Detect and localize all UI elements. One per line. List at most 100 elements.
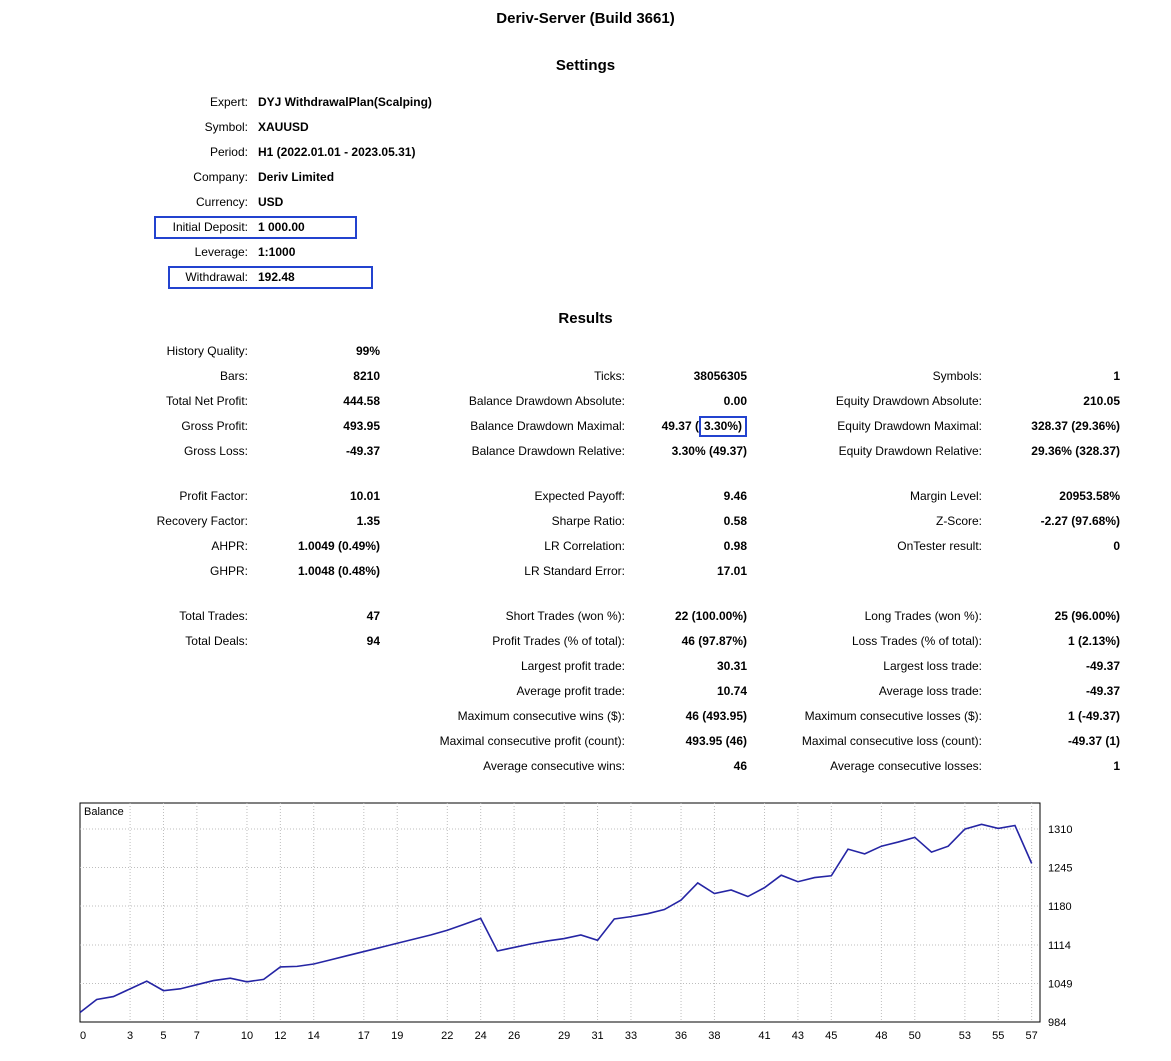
x-axis-tick-label: 0 xyxy=(80,1030,86,1042)
result-label: Symbols: xyxy=(932,369,982,383)
result-row: Loss Trades (% of total): 1 (2.13%) xyxy=(747,629,1120,654)
x-axis-tick-label: 57 xyxy=(1026,1030,1038,1042)
result-label: Sharpe Ratio: xyxy=(551,514,625,528)
setting-value: USD xyxy=(258,195,284,209)
result-label: Gross Profit: xyxy=(181,419,248,433)
result-label: LR Correlation: xyxy=(544,539,625,553)
spacer xyxy=(0,584,380,604)
result-row: OnTester result: 0 xyxy=(747,534,1120,559)
result-label: Balance Drawdown Absolute: xyxy=(468,394,625,408)
x-axis-tick-label: 31 xyxy=(591,1030,603,1042)
result-value: 47 xyxy=(366,609,380,623)
result-value: 493.95 (46) xyxy=(685,734,747,748)
result-label: Bars: xyxy=(219,369,248,383)
y-axis-tick-label: 984 xyxy=(1048,1017,1066,1029)
result-row: Average loss trade: -49.37 xyxy=(747,679,1120,704)
setting-value: DYJ WithdrawalPlan(Scalping) xyxy=(258,95,432,109)
result-value: 8210 xyxy=(353,369,380,383)
x-axis-tick-label: 26 xyxy=(508,1030,520,1042)
result-row: Maximum consecutive wins ($): 46 (493.95… xyxy=(380,704,747,729)
result-value: 9.46 xyxy=(723,489,747,503)
spacer xyxy=(747,584,1120,604)
result-label: Ticks: xyxy=(594,369,625,383)
result-value: 1 (-49.37) xyxy=(1067,709,1120,723)
result-value: 30.31 xyxy=(716,659,747,673)
result-label: Equity Drawdown Maximal: xyxy=(837,419,982,433)
x-axis-tick-label: 19 xyxy=(391,1030,403,1042)
result-label: Balance Drawdown Maximal: xyxy=(470,419,625,433)
y-axis-tick-label: 1310 xyxy=(1048,824,1072,836)
setting-value: XAUUSD xyxy=(258,120,309,134)
result-row: Average profit trade: 10.74 xyxy=(380,679,747,704)
result-label: Maximal consecutive profit (count): xyxy=(439,734,625,748)
result-row: Largest loss trade: -49.37 xyxy=(747,654,1120,679)
setting-label: Currency: xyxy=(195,195,248,209)
result-row: Maximum consecutive losses ($): 1 (-49.3… xyxy=(747,704,1120,729)
x-axis-tick-label: 48 xyxy=(875,1030,887,1042)
result-row: AHPR: 1.0049 (0.49%) xyxy=(0,534,380,559)
result-row: Expected Payoff: 9.46 xyxy=(380,484,747,509)
spacer xyxy=(747,339,1120,364)
result-row: Total Trades: 47 xyxy=(0,604,380,629)
y-axis-tick-label: 1114 xyxy=(1048,940,1071,952)
result-label: Balance Drawdown Relative: xyxy=(471,444,625,458)
setting-label: Expert: xyxy=(209,95,248,109)
report-title: Deriv-Server (Build 3661) xyxy=(496,10,675,27)
y-axis-tick-label: 1180 xyxy=(1048,901,1072,913)
result-value: 493.95 xyxy=(343,419,380,433)
x-axis-tick-label: 53 xyxy=(959,1030,971,1042)
result-label: Profit Trades (% of total): xyxy=(492,634,625,648)
result-label: Average loss trade: xyxy=(878,684,982,698)
result-value: 0.00 xyxy=(723,394,747,408)
setting-label: Leverage: xyxy=(194,245,248,259)
spacer xyxy=(0,464,380,484)
result-row: History Quality: 99% xyxy=(0,339,380,364)
result-label: History Quality: xyxy=(166,344,248,358)
x-axis-tick-label: 36 xyxy=(675,1030,687,1042)
x-axis-tick-label: 3 xyxy=(127,1030,133,1042)
setting-period: Period: H1 (2022.01.01 - 2023.05.31) xyxy=(0,140,1171,165)
result-label: Loss Trades (% of total): xyxy=(851,634,982,648)
result-row: Profit Factor: 10.01 xyxy=(0,484,380,509)
setting-value: H1 (2022.01.01 - 2023.05.31) xyxy=(258,145,416,159)
y-axis-tick-label: 1245 xyxy=(1048,863,1072,875)
y-axis-tick-label: 1049 xyxy=(1048,979,1072,991)
result-value: 1.0049 (0.49%) xyxy=(297,539,380,553)
setting-value: 1 000.00 xyxy=(258,220,305,234)
result-value: 328.37 (29.36%) xyxy=(1031,419,1120,433)
balance-line xyxy=(79,823,1033,1014)
result-value-prefix: 49.37 ( xyxy=(661,419,699,433)
result-value: 99% xyxy=(355,344,380,358)
result-row: Maximal consecutive profit (count): 493.… xyxy=(380,729,747,754)
result-label: Equity Drawdown Absolute: xyxy=(835,394,982,408)
setting-expert: Expert: DYJ WithdrawalPlan(Scalping) xyxy=(0,90,1171,115)
result-row: Balance Drawdown Absolute: 0.00 xyxy=(380,389,747,414)
result-row: Sharpe Ratio: 0.58 xyxy=(380,509,747,534)
setting-company: Company: Deriv Limited xyxy=(0,165,1171,190)
x-axis-tick-label: 5 xyxy=(160,1030,166,1042)
x-axis-tick-label: 22 xyxy=(441,1030,453,1042)
result-value: 46 (493.95) xyxy=(685,709,747,723)
results-section: History Quality: 99% Bars: 8210 Total Ne… xyxy=(0,339,1171,779)
setting-label: Initial Deposit: xyxy=(172,220,248,234)
x-axis-tick-label: 7 xyxy=(194,1030,200,1042)
result-row: LR Correlation: 0.98 xyxy=(380,534,747,559)
result-row: Margin Level: 20953.58% xyxy=(747,484,1120,509)
result-value: -49.37 xyxy=(345,444,380,458)
result-label: Largest profit trade: xyxy=(520,659,625,673)
x-axis-tick-label: 45 xyxy=(825,1030,837,1042)
result-label: Profit Factor: xyxy=(179,489,248,503)
setting-label: Period: xyxy=(209,145,248,159)
setting-label: Symbol: xyxy=(204,120,248,134)
setting-initial-deposit: Initial Deposit: 1 000.00 xyxy=(0,215,1171,240)
spacer xyxy=(747,464,1120,484)
result-label: OnTester result: xyxy=(897,539,982,553)
result-row: Equity Drawdown Absolute: 210.05 xyxy=(747,389,1120,414)
settings-section: Expert: DYJ WithdrawalPlan(Scalping) Sym… xyxy=(0,90,1171,290)
x-axis-tick-label: 10 xyxy=(241,1030,253,1042)
result-value: 1 (2.13%) xyxy=(1067,634,1120,648)
setting-currency: Currency: USD xyxy=(0,190,1171,215)
result-value: -49.37 xyxy=(1085,684,1120,698)
result-value: 10.01 xyxy=(349,489,380,503)
result-label: Maximal consecutive loss (count): xyxy=(801,734,982,748)
